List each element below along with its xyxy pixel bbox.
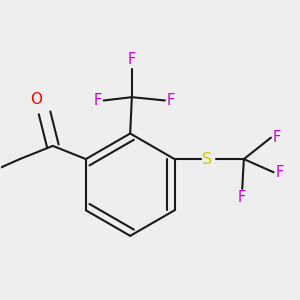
Text: S: S [202, 152, 213, 166]
Text: F: F [167, 93, 175, 108]
Text: O: O [30, 92, 42, 107]
Text: F: F [128, 52, 136, 68]
Text: F: F [238, 190, 246, 206]
Text: F: F [273, 130, 281, 145]
Text: F: F [94, 93, 102, 108]
Text: F: F [275, 165, 284, 180]
